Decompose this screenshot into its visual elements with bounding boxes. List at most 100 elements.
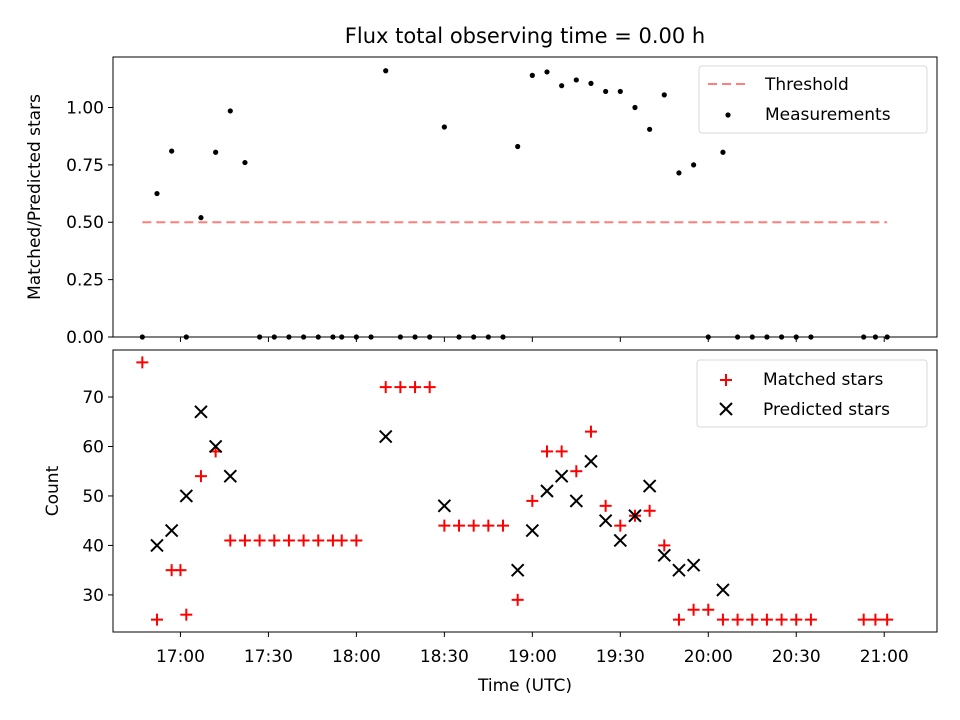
matched-star-marker	[409, 381, 422, 394]
matched-star-marker	[136, 356, 149, 369]
measurement-point	[515, 143, 521, 150]
top-panel: 0.00 0.25 0.50 0.75 1.00 Matched/Predicted s…	[25, 56, 938, 348]
matched-star-marker	[312, 534, 325, 547]
predicted-star-marker	[628, 509, 642, 523]
matched-star-marker	[716, 613, 729, 626]
measurement-point	[213, 149, 219, 155]
matched-star-marker	[760, 613, 773, 626]
measurement-point	[198, 215, 204, 221]
predicted-star-marker	[510, 563, 525, 577]
measurement-point	[154, 190, 160, 197]
matched-star-marker	[731, 613, 744, 626]
predicted-star-marker	[584, 454, 598, 469]
measurement-point	[691, 162, 697, 168]
measurement-point	[544, 69, 550, 75]
measurement-point	[573, 77, 579, 83]
measurement-point	[559, 83, 565, 89]
predicted-star-marker	[223, 469, 238, 483]
chart-title: Flux total observing time = 0.00 h	[345, 24, 705, 48]
predicted-star-marker	[598, 513, 613, 528]
predicted-star-marker	[194, 405, 208, 419]
top-y-axis-label: Matched/Predicted stars	[25, 94, 45, 300]
legend-threshold-label: Threshold	[764, 75, 849, 95]
matched-star-marker	[869, 613, 882, 626]
matched-star-marker	[511, 593, 524, 606]
predicted-star-marker	[164, 523, 179, 538]
y-tick-label: 40	[82, 536, 104, 556]
matched-star-marker	[350, 534, 363, 547]
predicted-star-marker	[208, 439, 223, 454]
measurement-point	[242, 159, 248, 166]
matched-star-marker	[570, 465, 583, 478]
legend-measurements-label: Measurements	[765, 105, 891, 125]
measurement-point	[647, 126, 653, 132]
y-tick-label: 0.00	[66, 328, 104, 348]
measurement-point	[227, 108, 233, 114]
matched-star-marker	[379, 381, 392, 394]
measurement-point	[383, 68, 389, 74]
matched-star-marker	[702, 603, 715, 616]
predicted-star-marker	[657, 548, 671, 563]
matched-star-marker	[438, 519, 451, 532]
matched-star-marker	[790, 613, 803, 626]
matched-star-marker	[497, 519, 510, 532]
measurement-point	[632, 104, 638, 111]
matched-star-marker	[467, 519, 480, 532]
legend-matched-label: Matched stars	[763, 370, 883, 390]
predicted-star-marker	[716, 583, 730, 597]
x-tick-label: 19:00	[508, 647, 557, 667]
matched-star-marker	[775, 613, 788, 626]
x-tick-label: 17:30	[244, 647, 293, 667]
matched-star-marker	[658, 539, 671, 552]
matched-star-marker	[174, 564, 187, 577]
matched-star-marker	[297, 534, 310, 547]
x-tick-label: 18:30	[420, 647, 469, 667]
legend-predicted-label: Predicted stars	[763, 400, 890, 420]
predicted-star-marker	[179, 489, 194, 503]
y-tick-label: 0.50	[66, 213, 104, 233]
matched-star-marker	[584, 425, 597, 438]
measurement-point	[676, 170, 682, 176]
matched-star-marker	[599, 499, 612, 512]
matched-star-marker	[423, 381, 436, 394]
matched-star-marker	[180, 608, 193, 621]
measurement-point	[720, 149, 726, 155]
matched-star-marker	[804, 613, 817, 626]
measurement-point	[603, 88, 609, 95]
measurement-point	[661, 92, 667, 98]
measurement-point	[441, 124, 447, 130]
predicted-star-marker	[672, 563, 686, 577]
y-tick-label: 30	[82, 586, 104, 606]
x-tick-label: 18:00	[332, 647, 381, 667]
top-axes-frame	[112, 56, 938, 338]
x-tick-label: 17:00	[156, 647, 205, 667]
x-tick-label: 19:30	[596, 647, 645, 667]
matched-star-marker	[746, 613, 759, 626]
predicted-star-marker	[569, 494, 584, 508]
x-tick-label: 20:30	[772, 647, 821, 667]
predicted-star-marker	[379, 429, 393, 444]
matched-star-marker	[253, 534, 266, 547]
predicted-star-marker	[642, 479, 657, 493]
x-axis-label: Time (UTC)	[477, 676, 572, 696]
matched-star-marker	[282, 534, 295, 547]
y-tick-label: 50	[82, 487, 104, 507]
matched-star-marker	[857, 613, 870, 626]
bottom-panel: 30 40 50 60 70 17:00 17:30 18:00 18:30 19:00 19:3…	[43, 349, 938, 696]
y-tick-label: 0.25	[66, 271, 104, 291]
legend-matched-swatch	[720, 374, 732, 386]
measurement-point	[588, 80, 594, 86]
x-tick-label: 20:00	[684, 647, 733, 667]
measurement-point	[529, 72, 535, 78]
x-tick-label: 21:00	[860, 647, 909, 667]
predicted-star-marker	[540, 484, 554, 498]
legend-predicted-swatch	[719, 402, 733, 416]
matched-star-marker	[453, 519, 466, 532]
matched-star-marker	[194, 470, 207, 483]
predicted-star-marker	[437, 499, 452, 513]
matched-star-marker	[224, 534, 237, 547]
matched-star-marker	[643, 504, 656, 517]
matched-star-marker	[672, 613, 685, 626]
predicted-star-marker	[613, 533, 628, 548]
